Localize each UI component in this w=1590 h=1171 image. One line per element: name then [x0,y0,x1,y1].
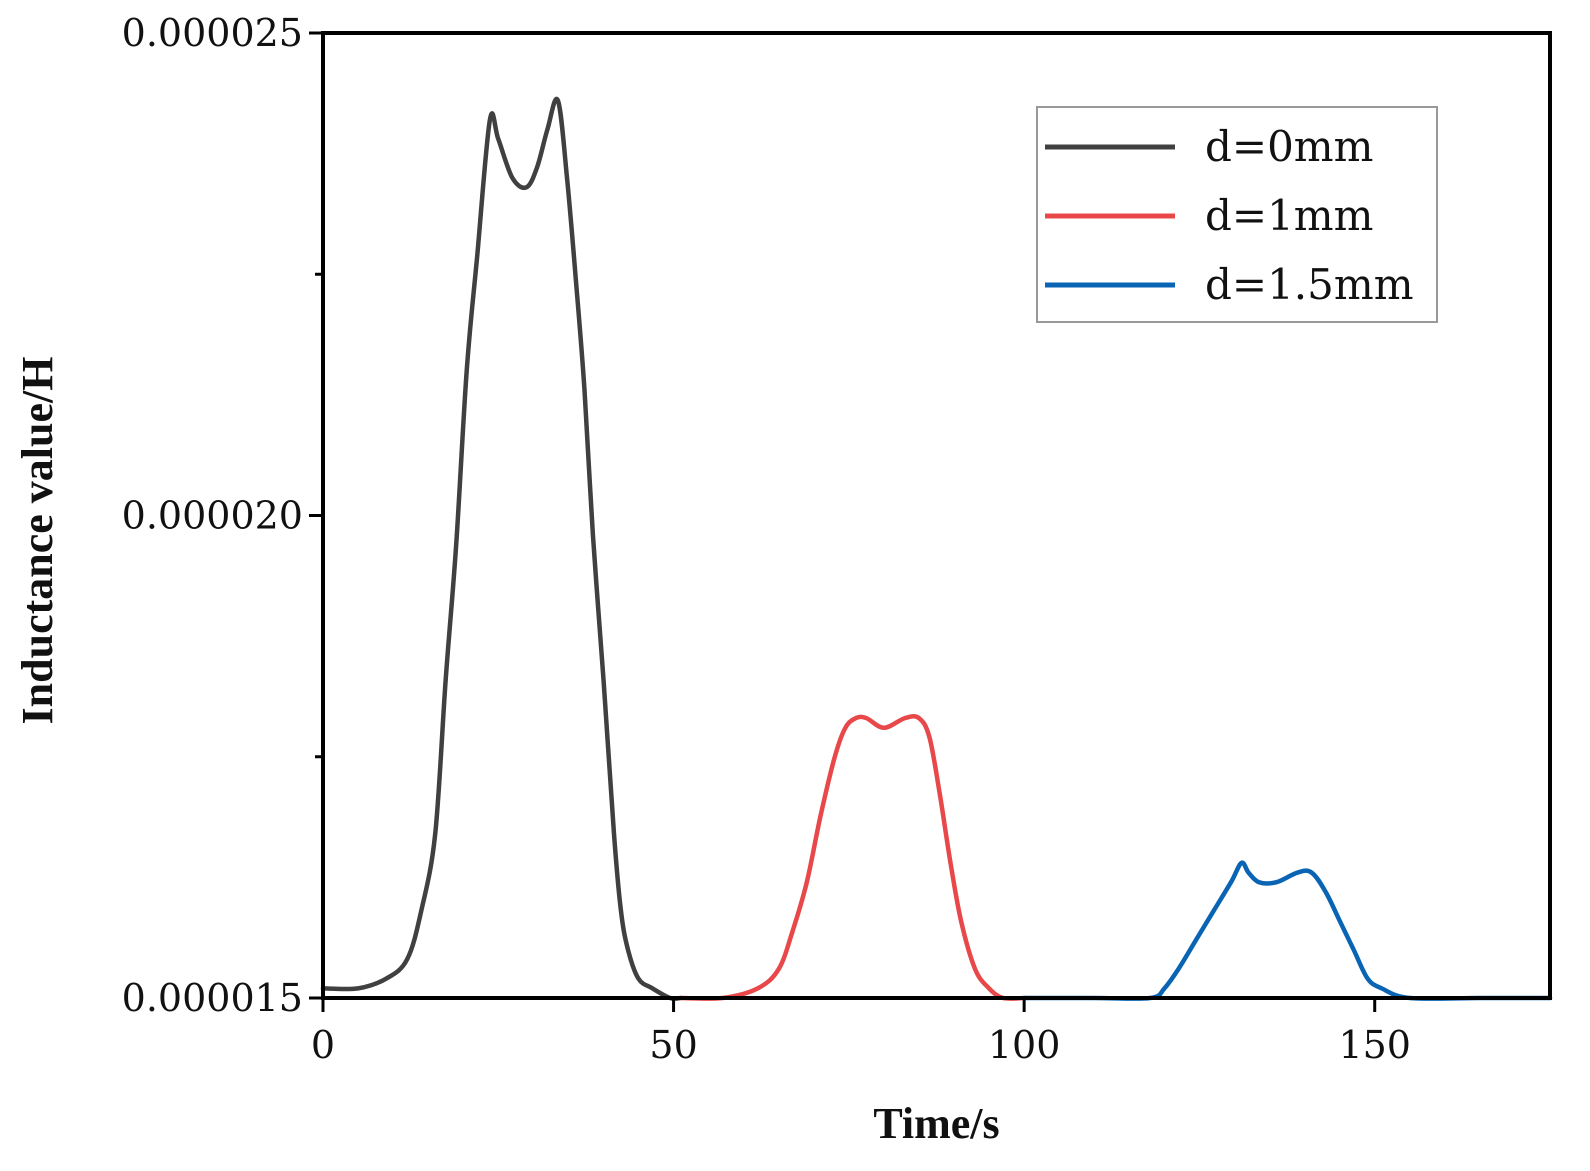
series-layer [320,96,1553,1001]
legend-label: d=1.5mm [1205,260,1414,309]
axis-layer: 0 50 100 150 0.000015 0.000020 0.000025 [122,11,1411,1067]
x-tick-label: 0 [311,1023,335,1067]
x-tick-label: 150 [1338,1023,1411,1067]
x-axis-title: Time/s [873,1099,999,1148]
legend: d=0mm d=1mm d=1.5mm [1036,106,1438,323]
legend-label: d=1mm [1205,191,1373,240]
x-tick-label: 100 [988,1023,1061,1067]
x-tick-label: 50 [649,1023,697,1067]
series-line-d=1.5mm [1021,860,1553,1001]
y-axis-title: Inductance value/H [13,357,62,725]
y-tick-label: 0.000025 [122,11,303,55]
y-tick-label: 0.000020 [122,494,303,538]
legend-label: d=0mm [1205,122,1373,171]
y-tick-label: 0.000015 [122,976,303,1020]
series-line-d=0mm [320,96,683,1001]
series-line-d=1mm [678,714,1027,1001]
